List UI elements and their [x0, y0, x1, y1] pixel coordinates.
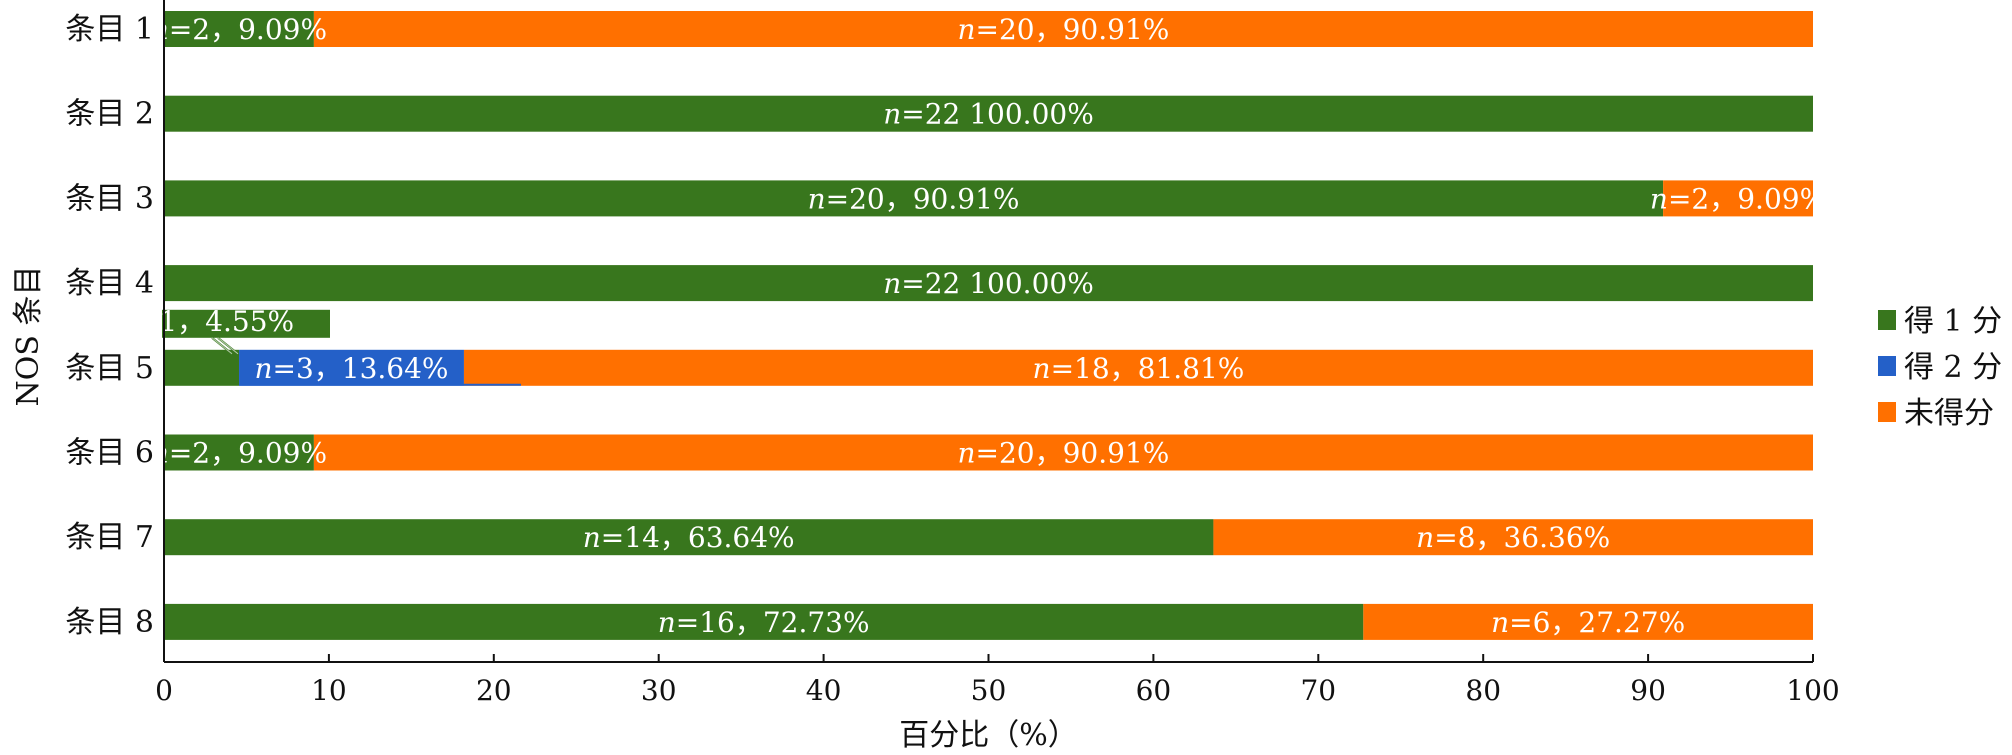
legend-label: 得 2 分: [1904, 350, 2002, 385]
data-label-value: =2，9.09%: [1668, 182, 1826, 215]
data-label-value: =20，90.91%: [976, 437, 1170, 470]
category-labels: 条目 1 条目 2 条目 3 条目 4 条目 5 条目 6 条目 7 条目 8: [65, 12, 154, 640]
bar-8-series-1: [164, 603, 1364, 640]
bar-1-series-1: [164, 11, 314, 47]
data-label: n=18，81.81%: [1033, 352, 1245, 385]
x-tick-label: 30: [641, 674, 677, 707]
legend-swatch: [1878, 356, 1896, 376]
data-label-value: =16，72.73%: [676, 606, 870, 639]
bar-5-series-3: [463, 349, 1813, 386]
x-tick-label: 60: [1136, 674, 1172, 707]
data-label: n=8，36.36%: [1416, 521, 1610, 554]
n-symbol: n: [1033, 352, 1051, 385]
n-symbol: n: [957, 437, 975, 470]
x-tick-label: 70: [1300, 674, 1336, 707]
category-label: 条目 3: [65, 181, 154, 216]
bar-6-series-3: [313, 434, 1814, 471]
data-label-value: =22 100.00%: [901, 267, 1094, 300]
data-label: n=22 100.00%: [883, 98, 1094, 131]
legend-swatch: [1878, 402, 1896, 422]
n-symbol: n: [957, 13, 975, 46]
x-tick-label: 90: [1630, 674, 1666, 707]
n-symbol: n: [118, 305, 136, 338]
data-label: n=20，90.91%: [957, 13, 1169, 46]
n-symbol: n: [883, 267, 901, 300]
x-tick-label: 50: [971, 674, 1007, 707]
legend-label: 未得分: [1904, 396, 1994, 431]
bar-7-series-1: [164, 519, 1214, 556]
n-symbol: n: [1650, 182, 1668, 215]
category-label: 条目 2: [65, 97, 154, 132]
n-symbol: n: [583, 521, 601, 554]
callout-line-highlight: [211, 337, 239, 355]
n-symbol: n: [1491, 606, 1509, 639]
bar-8-series-3: [1363, 603, 1813, 640]
data-label-value: =18，81.81%: [1051, 352, 1245, 385]
category-label: 条目 5: [65, 351, 154, 386]
bar-4-series-1: [164, 265, 1813, 302]
x-tick-label: 0: [155, 674, 173, 707]
data-label-value: =2，9.09%: [169, 437, 327, 470]
legend-swatch: [1878, 310, 1896, 330]
n-symbol: n: [254, 352, 272, 385]
data-label-value: =2，9.09%: [169, 13, 327, 46]
legend-label: 得 1 分: [1904, 304, 2002, 339]
category-label: 条目 7: [65, 520, 154, 555]
bar-3-series-3: [1663, 180, 1813, 217]
n-symbol: n: [883, 98, 901, 131]
bars-layer: [164, 11, 1814, 640]
x-tick-label: 40: [806, 674, 842, 707]
data-label: n=2，9.09%: [151, 437, 327, 470]
x-ticks: 0 10 20 30 40 50 60 70 80 90 100: [155, 654, 1840, 707]
bar-5-series-2: [239, 349, 464, 386]
data-label: n=20，90.91%: [808, 182, 1020, 215]
x-tick-label: 20: [476, 674, 512, 707]
x-tick-label: 10: [311, 674, 347, 707]
bar-7-series-3: [1213, 519, 1813, 556]
category-label: 条目 8: [65, 605, 154, 640]
data-label: n=1，4.55%: [118, 305, 294, 338]
data-label-value: =20，90.91%: [976, 13, 1170, 46]
category-label: 条目 6: [65, 436, 154, 471]
category-label: 条目 4: [65, 266, 154, 301]
bar-1-series-3: [313, 11, 1814, 47]
data-label-value: =6，27.27%: [1509, 606, 1685, 639]
data-label: n=6，27.27%: [1491, 606, 1685, 639]
data-label: n=20，90.91%: [957, 437, 1169, 470]
y-axis-title: NOS 条目: [11, 266, 46, 407]
bar-labels-layer: n=2，9.09% n=20，90.91%n=22 100.00%n=20，90.…: [118, 13, 1826, 639]
x-axis-title: 百分比（%）: [899, 718, 1078, 753]
category-label: 条目 1: [65, 12, 154, 47]
data-label: n=22 100.00%: [883, 267, 1094, 300]
data-label: n=2，9.09%: [1650, 182, 1826, 215]
data-label: n=2，9.09%: [151, 13, 327, 46]
bar-6-series-1: [164, 434, 314, 471]
data-label-value: =22 100.00%: [901, 98, 1094, 131]
x-tick-label: 80: [1465, 674, 1501, 707]
data-label-value: =3，13.64%: [272, 352, 448, 385]
data-label-value: =20，90.91%: [826, 182, 1020, 215]
bar-5-series-1: [164, 349, 240, 386]
data-label-value: =8，36.36%: [1434, 521, 1610, 554]
data-label-value: =14，63.64%: [601, 521, 795, 554]
x-tick-label: 100: [1786, 674, 1839, 707]
data-label: n=3，13.64%: [254, 352, 448, 385]
data-label: n=14，63.64%: [583, 521, 795, 554]
data-label: n=16，72.73%: [658, 606, 870, 639]
n-symbol: n: [658, 606, 676, 639]
callout-box: [162, 309, 330, 338]
n-symbol: n: [808, 182, 826, 215]
data-label-value: =1，4.55%: [136, 305, 294, 338]
bar-2-series-1: [164, 95, 1813, 132]
bar-3-series-1: [164, 180, 1664, 217]
n-symbol: n: [1416, 521, 1434, 554]
